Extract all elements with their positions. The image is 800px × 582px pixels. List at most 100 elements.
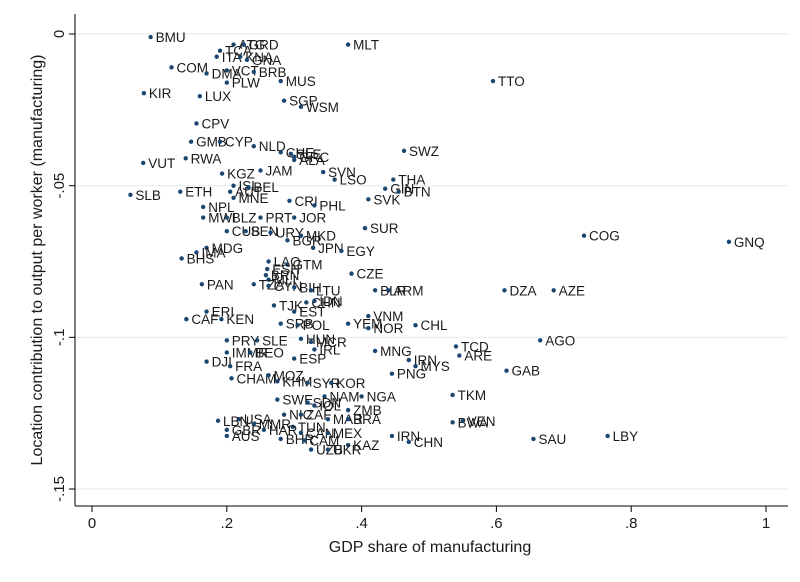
data-point: HUN [298, 332, 335, 347]
point-label: CAF [191, 312, 218, 327]
point-marker [229, 376, 234, 381]
data-point: LTU [308, 283, 341, 298]
data-point: COG [581, 229, 620, 244]
point-label: GNA [252, 53, 281, 68]
point-label: TZA [259, 277, 285, 292]
point-marker [281, 98, 287, 103]
data-point: ATG [231, 38, 265, 53]
data-point: TZA [251, 277, 285, 292]
data-point: TUN [290, 420, 326, 435]
point-marker [389, 433, 395, 439]
point-marker [224, 68, 229, 73]
data-point: GMB [188, 135, 227, 150]
data-point: BRN [263, 268, 300, 283]
data-point: DJI [204, 355, 232, 370]
point-label: IDN [319, 294, 342, 309]
point-label: BRB [259, 65, 287, 80]
data-point: BTN [396, 185, 431, 200]
data-point: BHS [179, 251, 214, 266]
x-tick-label: .4 [355, 515, 368, 532]
data-point: NPL [201, 200, 235, 215]
data-point: NAM [322, 389, 360, 404]
point-marker [194, 121, 199, 126]
data-point: PLW [224, 76, 260, 91]
point-label: YEM [353, 317, 382, 332]
point-marker [128, 192, 133, 197]
point-label: MLT [353, 38, 379, 53]
point-marker [502, 288, 507, 293]
data-point: IOL [312, 399, 342, 414]
point-label: VCT [232, 63, 259, 78]
x-tick-label: .2 [221, 515, 234, 532]
point-marker [325, 447, 331, 452]
point-label: EST [299, 305, 325, 320]
data-point: CPV [194, 116, 229, 131]
point-label: ITA [222, 50, 242, 65]
data-point: ESH [265, 262, 300, 277]
data-point: TCA [217, 44, 252, 59]
point-marker [292, 215, 297, 220]
point-marker [312, 203, 317, 208]
point-label: CHN [414, 435, 443, 450]
point-marker [308, 288, 314, 293]
point-marker [287, 198, 292, 204]
point-marker [450, 392, 455, 398]
point-marker [214, 54, 219, 59]
data-point: SLB [128, 188, 161, 203]
data-point: SLE [254, 333, 288, 348]
point-label: CHL [421, 318, 448, 333]
data-point: USA [236, 412, 272, 427]
point-label: KEN [226, 312, 254, 327]
point-marker [504, 368, 509, 373]
point-marker [391, 177, 396, 182]
data-point: KNA [238, 50, 273, 65]
data-point: GNA [244, 53, 281, 68]
point-marker [224, 80, 229, 85]
point-label: BRN [271, 268, 300, 283]
point-label: AUS [232, 429, 260, 444]
data-point: CHL [413, 318, 448, 333]
data-point: BEO [248, 346, 284, 361]
point-marker [254, 338, 260, 343]
point-marker [204, 71, 209, 76]
point-label: POL [303, 318, 331, 333]
point-label: MNE [239, 191, 269, 206]
point-label: BTN [404, 185, 431, 200]
data-point: GNQ [726, 235, 765, 250]
point-label: LSO [340, 173, 367, 188]
point-marker [295, 323, 300, 328]
point-label: PRT [266, 211, 293, 226]
point-marker [290, 424, 296, 430]
point-label: CHN [311, 295, 340, 310]
point-label: EGY [346, 244, 375, 259]
point-label: UKR [333, 443, 362, 458]
point-marker [292, 154, 297, 160]
point-marker [169, 65, 174, 70]
point-label: CPV [201, 116, 229, 131]
point-marker [261, 427, 267, 433]
point-marker [275, 379, 280, 384]
point-label: IMA [201, 245, 225, 260]
data-point: ZMB [345, 403, 382, 418]
point-label: KNA [245, 50, 273, 65]
data-point: CYP [217, 135, 253, 150]
point-marker [251, 144, 256, 149]
y-tick-label: 0 [51, 30, 68, 38]
point-label: CAN [306, 426, 335, 441]
data-point: LBN [215, 414, 249, 429]
data-point: PHL [312, 198, 346, 213]
plot-area [75, 14, 788, 506]
point-marker [197, 93, 203, 99]
point-marker [325, 430, 331, 436]
point-marker [490, 78, 496, 84]
point-marker [251, 282, 256, 287]
point-label: ESP [299, 352, 326, 367]
point-marker [339, 248, 344, 254]
point-label: ESH [272, 262, 300, 277]
point-label: MLI [274, 273, 297, 288]
data-point: ARM [386, 283, 424, 298]
data-point: TCD [453, 339, 489, 354]
data-point: GIN [382, 182, 414, 197]
point-marker [345, 407, 351, 413]
data-point: MNE [231, 191, 269, 206]
